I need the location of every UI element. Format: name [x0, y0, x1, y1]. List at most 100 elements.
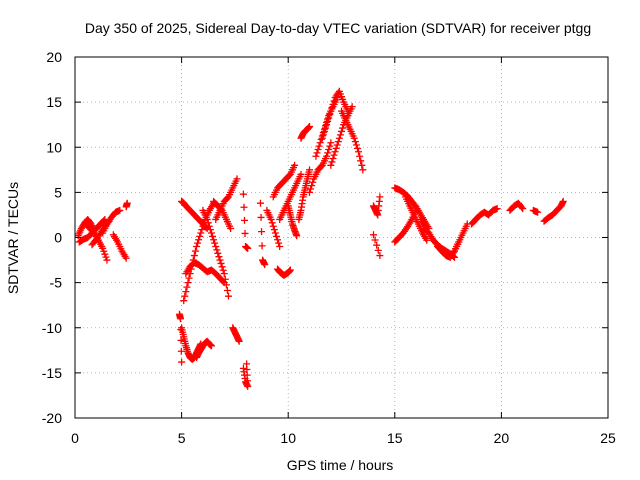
data-point [267, 215, 275, 223]
data-point [220, 270, 228, 278]
data-point [219, 266, 227, 274]
series-seg-32 [338, 107, 367, 174]
data-point [199, 222, 207, 230]
data-point [258, 228, 266, 236]
y-tick-label: 10 [46, 139, 62, 155]
data-point [291, 161, 299, 169]
data-point [177, 347, 185, 355]
data-point [213, 246, 221, 254]
data-point [223, 287, 231, 295]
data-point [359, 166, 367, 174]
data-point [308, 182, 316, 190]
data-point [202, 223, 210, 231]
data-point [519, 205, 527, 213]
x-tick-label: 20 [494, 430, 510, 446]
data-point [325, 114, 333, 122]
data-point [257, 213, 265, 221]
data-point [205, 222, 213, 230]
x-tick-label: 0 [71, 430, 79, 446]
data-point [423, 236, 431, 244]
data-point [207, 342, 215, 350]
data-point [374, 246, 382, 254]
data-point [177, 315, 185, 323]
y-tick-label: -5 [50, 275, 63, 291]
data-point [324, 149, 332, 157]
data-point [324, 117, 332, 125]
x-tick-label: 5 [178, 430, 186, 446]
data-point [327, 161, 335, 169]
series-seg-44 [540, 197, 567, 225]
series-seg-21 [263, 206, 284, 251]
data-point [240, 216, 248, 224]
data-point [322, 124, 330, 132]
data-point [177, 336, 185, 344]
series-seg-29 [312, 94, 341, 160]
series-seg-41 [468, 205, 501, 228]
series-seg-15 [212, 175, 241, 223]
y-tick-label: 20 [46, 49, 62, 65]
data-point [198, 226, 206, 234]
data-point [212, 243, 220, 251]
data-point [326, 111, 334, 119]
series-seg-05 [99, 206, 124, 237]
series-seg-26 [295, 166, 314, 223]
data-point [373, 241, 381, 249]
series-seg-42 [506, 199, 527, 214]
data-point [449, 249, 457, 257]
series-seg-36 [391, 206, 420, 246]
data-point [270, 226, 278, 234]
data-point [215, 253, 223, 261]
data-point [181, 292, 189, 300]
x-tick-label: 10 [280, 430, 296, 446]
data-point [350, 134, 358, 142]
data-point [269, 222, 277, 230]
data-point [210, 236, 218, 244]
data-point [306, 166, 314, 174]
series-seg-18 [239, 360, 252, 390]
data-point [330, 151, 338, 159]
data-point [357, 157, 365, 165]
data-point [318, 134, 326, 142]
data-point [369, 231, 377, 239]
data-point [327, 139, 335, 147]
series-seg-06 [109, 231, 130, 262]
data-point [216, 256, 224, 264]
data-point [314, 146, 322, 154]
data-point [227, 224, 235, 232]
x-tick-label: 15 [387, 430, 403, 446]
data-point [317, 135, 325, 143]
data-point [534, 208, 542, 216]
series-seg-28 [306, 139, 335, 196]
y-tick-label: 5 [54, 184, 62, 200]
data-point [319, 131, 327, 139]
data-point [178, 358, 186, 366]
data-point [312, 152, 320, 160]
data-point [241, 229, 249, 237]
data-point [225, 292, 233, 300]
data-point [103, 256, 111, 264]
data-point [207, 229, 215, 237]
data-point [184, 279, 192, 287]
data-point [194, 239, 202, 247]
series-seg-22 [274, 265, 294, 279]
series-seg-17 [229, 324, 243, 345]
series-seg-33 [369, 193, 384, 219]
data-point [239, 190, 247, 198]
data-point [122, 254, 130, 262]
data-point [313, 149, 321, 157]
data-point [240, 203, 248, 211]
data-point [326, 142, 334, 150]
series-seg-34 [369, 231, 384, 260]
data-point [331, 148, 339, 156]
data-point [271, 229, 279, 237]
data-point [335, 134, 343, 142]
data-point [352, 141, 360, 149]
y-tick-label: -20 [42, 410, 62, 426]
x-axis-label: GPS time / hours [287, 457, 394, 473]
data-point [214, 249, 222, 257]
series-seg-20 [256, 199, 269, 269]
data-point [307, 185, 315, 193]
data-point [233, 175, 241, 183]
